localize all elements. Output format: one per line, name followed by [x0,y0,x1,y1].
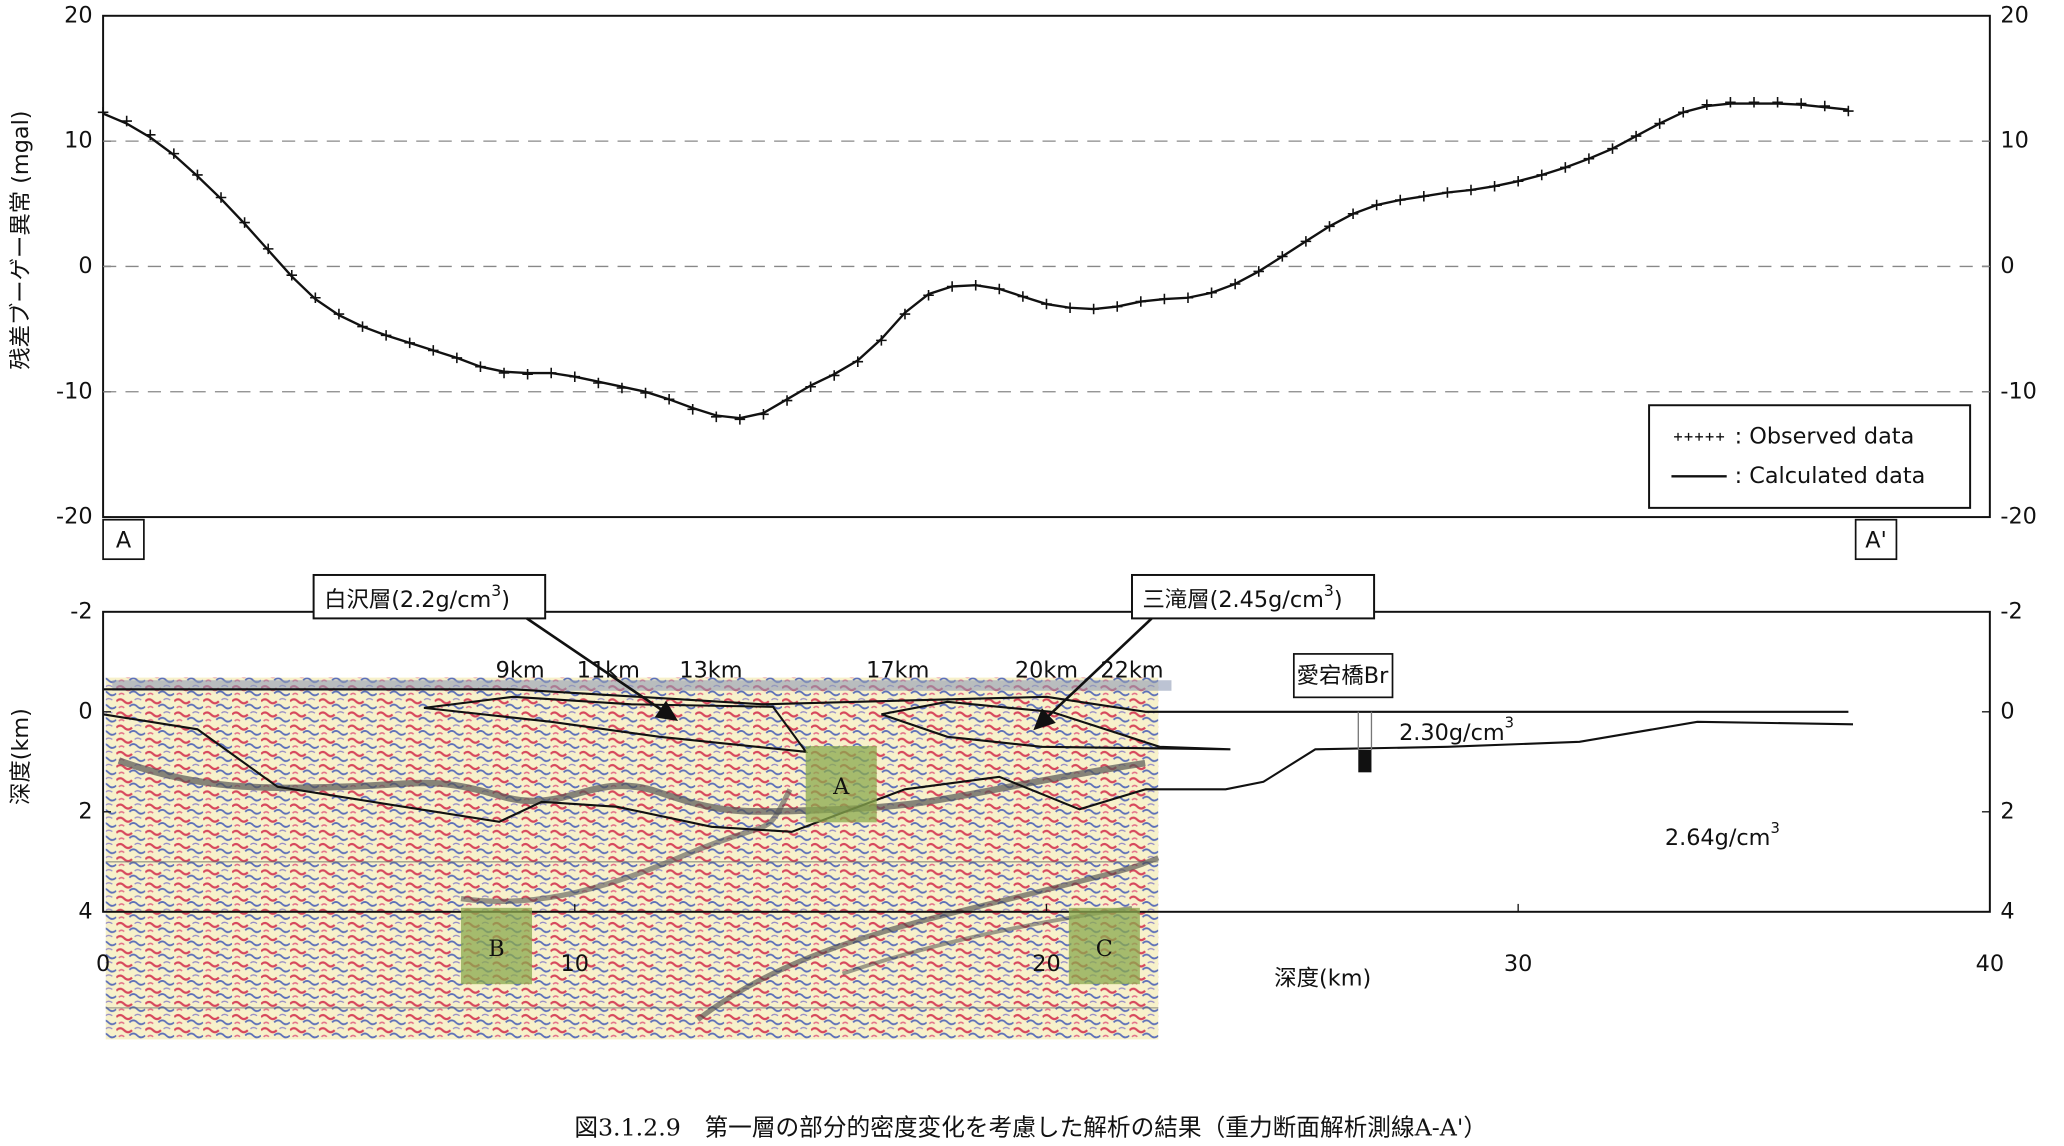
legend-marker [1695,432,1704,441]
layer-callout: 白沢層(2.2g/cm3) [312,573,679,722]
observed-point [522,368,533,380]
x-tick-label: 20 [1032,951,1060,977]
layer-callout: 三滝層(2.45g/cm3) [1033,573,1376,731]
distance-label: 9km [496,658,545,684]
legend-marker [1674,432,1682,441]
y-tick-label: 10 [64,128,92,154]
distance-label: 13km [679,658,742,684]
y-tick-label: 2 [78,798,92,824]
arrow-head [654,700,679,722]
x-tick-label: 10 [561,951,589,977]
superscript: 3 [1505,715,1514,732]
y-tick-label: -10 [56,378,93,404]
end-box [102,518,145,561]
y2-tick-label: 4 [2000,898,2014,924]
distance-label: 17km [866,658,929,684]
density-label: 2.64g/cm3 [1665,820,1780,851]
density-label: 白沢層(2.2g/cm3) [324,580,510,612]
boundary-line [423,695,809,754]
density-label: 2.30g/cm3 [1399,715,1514,746]
observed-point [1772,96,1783,108]
bridge-box [1292,653,1394,699]
text: 2.30g/cm [1399,719,1505,745]
y-tick-label: 20 [64,2,92,28]
caption: 図3.1.2.9 第一層の部分的密度変化を考慮した解析の結果（重力断面解析測線A… [574,1113,1487,1141]
y-axis-label: 残差ブーゲー異常 (mgal) [8,110,34,369]
bridge-label: 愛宕橋Br [1297,663,1389,689]
superscript: 3 [491,580,501,599]
distance-label: 22km [1100,658,1163,684]
y-tick-label: 4 [78,898,92,924]
y2-tick-label: -2 [2000,598,2022,624]
end-box [1854,518,1898,561]
legend-label: : Calculated data [1735,463,1926,489]
observed-point [1843,105,1854,117]
distance-label: 11km [577,658,640,684]
y-tick-label: -20 [56,504,93,530]
calculated-line [102,102,1849,420]
zone-label: B [488,936,504,962]
y2-tick-label: -10 [2000,378,2037,404]
distance-label: 20km [1015,658,1078,684]
callout-box [1131,573,1376,620]
y2-tick-label: 10 [2000,128,2028,154]
text: 白沢層(2.2g/cm [324,586,491,612]
callout-arrow [526,617,664,712]
x-axis-label: 深度(km) [1274,965,1371,991]
boundary-line [881,700,1231,751]
legend-box [1648,404,1972,509]
x-tick-label: 0 [96,951,110,977]
callout-box [312,573,547,620]
y-tick-label: -2 [70,598,92,624]
end-label: A' [1865,527,1886,553]
zone-label: C [1096,936,1113,962]
zone-box [805,746,877,823]
y2-tick-label: 0 [2000,253,2014,279]
superscript: 3 [1770,820,1779,837]
zone-box [1068,907,1140,985]
bridge-foot [1358,749,1372,773]
text: 三滝層(2.45g/cm [1143,586,1324,612]
text: ) [1334,586,1343,612]
y-tick-label: 0 [78,698,92,724]
observed-point [97,107,109,118]
arrow-head [1033,708,1056,731]
observed-point [1725,96,1736,108]
density-label: 三滝層(2.45g/cm3) [1143,580,1343,612]
y2-tick-label: -20 [2000,504,2037,530]
zone-label: A [832,774,850,800]
superscript: 3 [1324,580,1334,599]
x-tick-label: 30 [1504,951,1532,977]
legend-marker [1684,432,1693,441]
legend-marker [1716,432,1725,441]
y-tick-label: 0 [78,253,92,279]
y2-tick-label: 2 [2000,798,2014,824]
y-axis-label: 深度(km) [8,708,34,805]
legend-label: : Observed data [1735,423,1915,449]
seismic-image [105,677,1172,1040]
callout-arrow [1045,617,1153,719]
end-label: A [116,527,132,553]
text: 2.64g/cm [1665,825,1771,851]
y2-tick-label: 0 [2000,698,2014,724]
legend-marker [1705,432,1714,441]
boundary-line [103,688,1849,713]
x-tick-label: 40 [1976,951,2004,977]
text: ) [501,586,510,612]
observed-point [734,414,746,425]
boundary-line [102,713,1854,833]
observed-point [1748,96,1760,108]
bridge-pier [1357,711,1373,750]
y2-tick-label: 20 [2000,2,2028,28]
legend: : Observed data : Calculated data [1648,404,1972,509]
zone-box [460,907,533,985]
